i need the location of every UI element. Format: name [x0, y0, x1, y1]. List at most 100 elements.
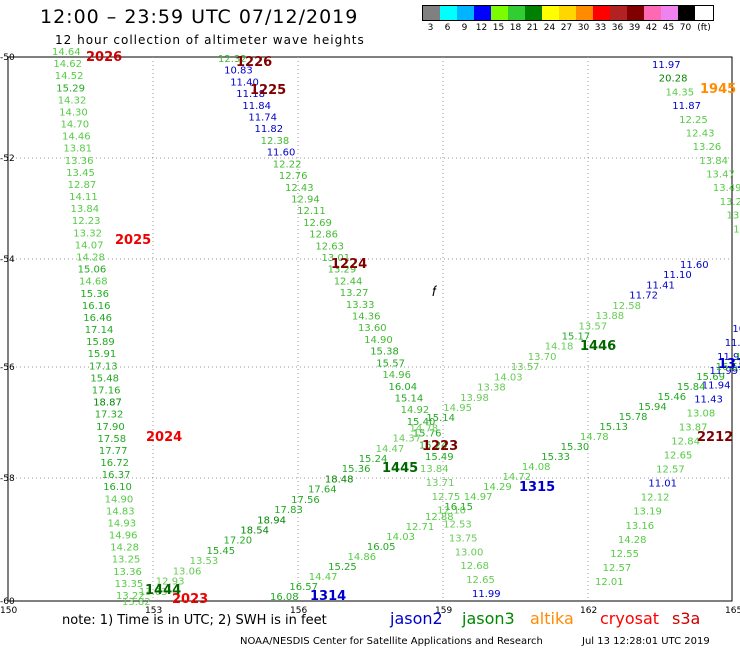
wave-height-value: 15.48 [90, 373, 119, 384]
wave-height-value: 20.28 [659, 74, 688, 85]
legend-jason2: jason2 [390, 609, 443, 628]
wave-height-value: 12.11 [297, 206, 326, 217]
color-scale-label: 30 [577, 23, 590, 33]
wave-height-value: 13.71 [426, 478, 455, 489]
wave-height-value: 11.10 [663, 270, 692, 281]
wave-height-value: 16.37 [102, 470, 131, 481]
wave-height-value: 14.72 [503, 472, 532, 483]
wave-height-value: 14.07 [75, 240, 104, 251]
wave-height-value: 13.22 [116, 591, 145, 602]
wave-height-value: 14.97 [464, 492, 493, 503]
color-scale-label: 12 [475, 23, 488, 33]
mouse-cursor-icon: 𝑓 [432, 284, 437, 300]
wave-height-value: 12.86 [309, 230, 338, 241]
wave-height-value: 12.65 [664, 451, 693, 462]
wave-height-value: 16.10 [103, 482, 132, 493]
wave-height-value: 15.69 [696, 372, 725, 383]
wave-height-value: 13.57 [511, 362, 540, 373]
wave-height-value: 12.65 [466, 575, 495, 586]
wave-height-value: 11.99 [472, 589, 501, 600]
color-swatch [593, 6, 610, 20]
wave-height-value: 14.52 [55, 71, 84, 82]
color-scale-label: 33 [594, 23, 607, 33]
latitude-tick-label: -54 [0, 255, 15, 265]
wave-height-value: 14.95 [443, 403, 472, 414]
wave-height-value: 16.34 [735, 352, 740, 363]
wave-height-value: 14.68 [79, 277, 108, 288]
color-scale-label: 9 [461, 23, 468, 33]
wave-height-value: 15.57 [376, 358, 405, 369]
pass-time-label: 1945 [700, 82, 736, 97]
wave-height-value: 14.03 [386, 532, 415, 543]
wave-height-value: 13.98 [460, 393, 489, 404]
wave-height-value: 15.46 [658, 392, 687, 403]
color-swatch [457, 6, 474, 20]
wave-height-value: 14.28 [110, 543, 139, 554]
wave-height-value: 14.03 [494, 372, 523, 383]
latitude-tick-label: -56 [0, 363, 15, 373]
color-scale-label: 15 [492, 23, 505, 33]
wave-height-value: 17.16 [92, 386, 121, 397]
color-scale-label: 42 [645, 23, 658, 33]
color-scale-label: 27 [560, 23, 573, 33]
wave-height-value: 14.11 [69, 192, 98, 203]
wave-height-value: 13.49 [713, 183, 740, 194]
pass-time-label: 1224 [331, 257, 367, 272]
wave-height-value: 12.57 [603, 563, 632, 574]
legend-jason2-label: jason2 [390, 609, 443, 628]
wave-height-value: 11.84 [242, 101, 271, 112]
wave-height-value: 11.87 [672, 101, 701, 112]
latitude-tick-label: -60 [0, 597, 15, 607]
color-swatch [423, 6, 440, 20]
color-scale-label: 18 [509, 23, 522, 33]
wave-height-value: 15.25 [328, 562, 357, 573]
wave-height-value: 17.32 [95, 410, 124, 421]
longitude-tick-label: 159 [435, 606, 452, 616]
wave-height-value: 12.25 [679, 115, 708, 126]
wave-height-value: 13.04 [733, 224, 740, 235]
color-scale-label: 70 [679, 23, 692, 33]
wave-height-value: 17.14 [85, 325, 114, 336]
longitude-tick-label: 156 [290, 606, 307, 616]
wave-height-value: 11.97 [652, 60, 681, 71]
wave-height-value: 14.46 [62, 132, 91, 143]
color-swatch [661, 6, 678, 20]
wave-height-value: 12.93 [156, 577, 185, 588]
legend-jason3-label: jason3 [462, 609, 515, 628]
wave-height-value: 15.13 [599, 422, 628, 433]
wave-height-value: 14.47 [376, 444, 405, 455]
color-swatch [508, 6, 525, 20]
wave-height-value: 18.87 [93, 398, 122, 409]
wave-height-value: 11.72 [629, 291, 658, 302]
wave-height-value: 17.90 [96, 422, 125, 433]
wave-height-value: 13.08 [687, 408, 716, 419]
color-swatch [678, 6, 695, 20]
wave-height-value: 17.58 [98, 434, 127, 445]
page-subtitle: 12 hour collection of altimeter wave hei… [55, 33, 365, 47]
wave-height-value: 14.18 [545, 342, 574, 353]
wave-height-value: 11.95 [717, 352, 740, 363]
wave-height-value: 12.57 [656, 465, 685, 476]
wave-height-value: 14.37 [393, 434, 422, 445]
color-swatch [576, 6, 593, 20]
wave-height-value: 13.60 [358, 323, 387, 334]
wave-height-value: 15.14 [426, 413, 455, 424]
wave-height-value: 13.25 [112, 555, 141, 566]
longitude-tick-label: 162 [580, 606, 597, 616]
wave-height-value: 16.46 [83, 313, 112, 324]
longitude-tick-label: 165 [725, 606, 740, 616]
wave-height-value: 12.23 [72, 216, 101, 227]
wave-height-value: 10.92 [732, 324, 740, 335]
wave-height-value: 15.33 [541, 452, 570, 463]
wave-height-value: 15.30 [561, 442, 590, 453]
legend-s3a-label: s3a [672, 609, 701, 628]
wave-height-value: 15.91 [88, 349, 117, 360]
wave-height-color-scale: 3 6 9 12 15 18 21 24 27 30 33 36 39 42 45 70 (ft) [422, 5, 714, 33]
wave-height-value: 14.29 [483, 482, 512, 493]
wave-height-value: 15.17 [562, 332, 591, 343]
wave-height-value: 15.14 [395, 394, 424, 405]
wave-height-value: 14.62 [53, 59, 82, 70]
map-frame [7, 56, 733, 602]
